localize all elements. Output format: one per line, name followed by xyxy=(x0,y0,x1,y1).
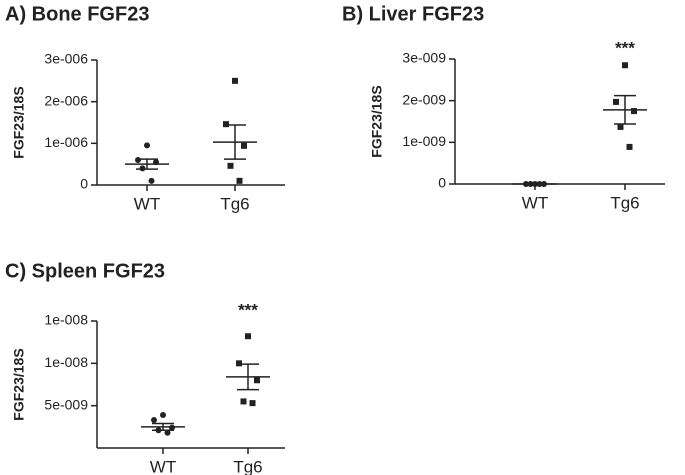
x-tick-label: WT xyxy=(150,457,176,475)
chart-title: A) Bone FGF23 xyxy=(5,3,149,25)
data-point xyxy=(227,162,234,169)
data-point xyxy=(622,62,628,69)
data-point xyxy=(139,165,146,172)
y-tick-label: 1e-009 xyxy=(402,133,446,149)
chart-title: C) Spleen FGF23 xyxy=(5,260,165,282)
data-point xyxy=(617,123,624,130)
data-point xyxy=(232,77,238,84)
data-point xyxy=(240,398,247,405)
data-point xyxy=(164,429,171,436)
x-tick-label: Tg6 xyxy=(220,194,249,213)
y-axis-label: FGF23/18S xyxy=(11,348,27,420)
data-point xyxy=(135,157,141,163)
data-point xyxy=(151,417,157,424)
y-tick-label: 3e-009 xyxy=(402,50,446,66)
data-point xyxy=(254,377,260,384)
x-tick-label: Tg6 xyxy=(610,193,639,212)
data-point xyxy=(236,360,242,367)
chart-title: B) Liver FGF23 xyxy=(342,3,484,25)
x-tick-label: WT xyxy=(134,194,160,213)
y-tick-label: 2e-009 xyxy=(402,91,446,107)
data-point xyxy=(631,108,637,115)
data-point xyxy=(241,142,247,149)
significance-label: *** xyxy=(238,300,258,319)
y-tick-label: 1e-008 xyxy=(44,312,88,328)
y-tick-label: 1e-006 xyxy=(44,134,88,150)
y-tick-label: 0 xyxy=(80,176,88,192)
y-tick-label: 3e-006 xyxy=(44,51,88,67)
data-point xyxy=(236,177,243,184)
data-point xyxy=(245,333,251,340)
y-axis-label: FGF23/18S xyxy=(369,85,385,157)
y-tick-label: 5e-009 xyxy=(44,396,88,412)
data-point xyxy=(160,411,166,418)
y-tick-label: 2e-006 xyxy=(44,92,88,108)
data-point xyxy=(144,142,150,149)
data-point xyxy=(626,143,633,150)
y-tick-label: 1e-008 xyxy=(44,354,88,370)
y-axis-label: FGF23/18S xyxy=(11,86,27,158)
y-tick-label: 0 xyxy=(438,175,446,191)
significance-label: *** xyxy=(615,38,635,57)
data-point xyxy=(223,121,229,128)
data-point xyxy=(613,98,619,105)
data-point xyxy=(148,177,155,184)
data-point xyxy=(249,400,256,407)
x-tick-label: WT xyxy=(522,193,548,212)
x-tick-label: Tg6 xyxy=(233,457,262,475)
